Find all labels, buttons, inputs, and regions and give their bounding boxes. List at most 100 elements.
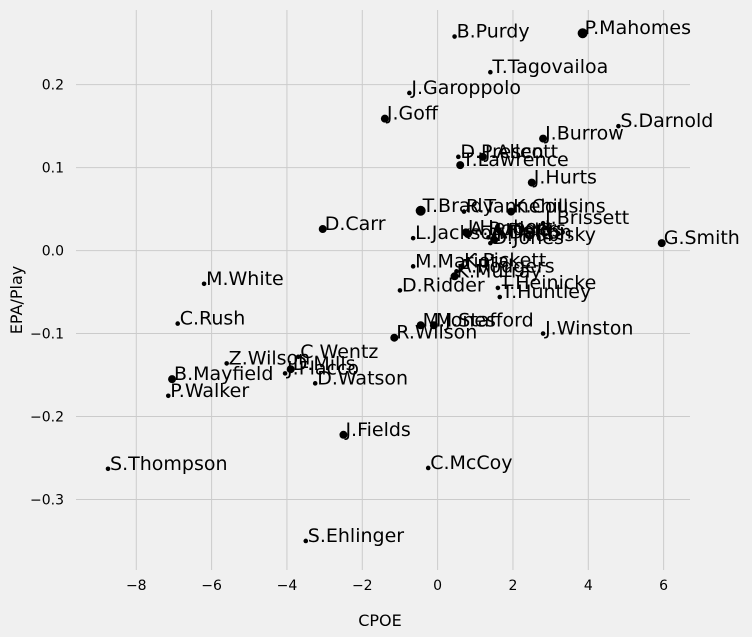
points-layer	[105, 28, 666, 544]
data-point	[540, 331, 546, 336]
x-tick-label: −4	[277, 578, 298, 594]
point-label: M.Stafford	[436, 309, 534, 331]
point-label: A.Dalton	[490, 221, 571, 243]
data-point	[318, 225, 327, 234]
x-tick-label: −8	[126, 578, 147, 594]
point-label: J.Hurts	[533, 167, 597, 189]
point-label: D.Jones	[492, 227, 564, 249]
point-label: A.Rodgers	[458, 255, 554, 277]
y-axis-label: EPA/Play	[7, 266, 26, 334]
point-label: D.Prescott	[460, 141, 558, 163]
data-point	[168, 375, 177, 384]
point-label: T.Tagovailoa	[491, 56, 608, 78]
data-point	[339, 430, 348, 439]
point-label: K.Murray	[457, 260, 542, 282]
point-label: J.Fields	[495, 220, 561, 242]
grid-layer	[76, 10, 690, 570]
point-label: D.Ridder	[402, 274, 485, 296]
x-tick-label: 2	[508, 578, 517, 594]
data-point	[295, 354, 301, 360]
data-point	[380, 114, 389, 123]
y-tick-label: 0.1	[42, 161, 64, 177]
data-point	[407, 90, 412, 96]
data-point	[105, 466, 111, 472]
data-point	[452, 34, 457, 39]
data-point	[486, 235, 491, 240]
point-label: B.Purdy	[457, 21, 530, 43]
point-label: J.Goff	[386, 103, 439, 125]
data-point	[456, 154, 461, 160]
point-label: L.Jackson	[415, 222, 504, 244]
point-label: G.Smith	[664, 227, 740, 249]
data-point	[282, 371, 288, 376]
point-label: C.Wentz	[300, 341, 378, 363]
data-point	[478, 152, 487, 161]
data-point	[450, 272, 459, 281]
point-label: M.Mariota	[415, 250, 509, 272]
y-tick-label: 0.0	[42, 244, 64, 260]
point-label: R.Tannehill	[466, 196, 568, 218]
point-label: R.Wilson	[396, 322, 477, 344]
point-label: J.Flacco	[286, 357, 359, 379]
data-point	[459, 263, 465, 268]
data-point	[303, 538, 309, 544]
point-label: D.Watson	[317, 367, 408, 389]
point-label: T.Brady	[422, 195, 494, 217]
data-point	[657, 239, 666, 248]
data-point	[286, 365, 295, 374]
data-point	[397, 288, 403, 293]
data-point	[425, 465, 431, 471]
point-label: J.Brissett	[544, 207, 629, 229]
point-label: A.Rodgers	[470, 218, 566, 240]
data-point	[495, 285, 501, 291]
data-point	[165, 393, 171, 399]
x-tick-label: 0	[433, 578, 442, 594]
point-label: M.White	[206, 268, 284, 290]
y-tick-label: −0.1	[30, 327, 64, 343]
data-point	[224, 361, 229, 366]
point-label: M.Jones	[423, 309, 496, 331]
data-point	[410, 235, 416, 241]
data-point	[461, 209, 467, 214]
data-point	[507, 207, 516, 216]
point-label: C.Rush	[180, 308, 246, 330]
data-point	[488, 69, 493, 75]
data-point	[488, 240, 493, 246]
data-point	[175, 321, 181, 326]
point-label: K.Pickett	[464, 250, 546, 272]
point-label: T.Huntley	[501, 281, 591, 303]
x-tick-label: −2	[352, 578, 373, 594]
data-point	[463, 230, 472, 238]
point-label: S.Ehlinger	[308, 525, 404, 547]
point-label: T.Lawrence	[461, 149, 568, 171]
point-label: J.Burrow	[544, 123, 624, 145]
point-label: S.Thompson	[110, 453, 228, 475]
point-label: D.Mills	[293, 353, 356, 375]
data-point	[456, 161, 465, 170]
point-label: J.Garoppolo	[410, 77, 521, 99]
data-point	[540, 220, 546, 226]
point-label: Z.Wilson	[229, 347, 311, 369]
x-axis-label: CPOE	[358, 611, 402, 630]
data-point	[539, 134, 548, 143]
data-point	[312, 381, 318, 386]
point-label: J.Allen	[484, 141, 544, 163]
data-point	[429, 321, 438, 330]
point-label: P.Walker	[170, 380, 249, 402]
y-tick-label: −0.2	[30, 410, 64, 426]
y-tick-label: 0.2	[42, 78, 64, 94]
x-tick-label: 6	[659, 578, 668, 594]
point-label: C.McCoy	[430, 452, 512, 474]
y-tick-label: −0.3	[30, 492, 64, 508]
point-label: M.Trubisky	[496, 224, 596, 246]
point-label: J.Herbert	[467, 216, 552, 238]
data-point	[527, 178, 536, 187]
point-label: P.Mahomes	[585, 17, 691, 39]
point-label: S.Darnold	[620, 110, 713, 132]
data-point	[616, 123, 621, 129]
point-label: K.Cousins	[513, 196, 606, 218]
data-point	[201, 281, 207, 287]
